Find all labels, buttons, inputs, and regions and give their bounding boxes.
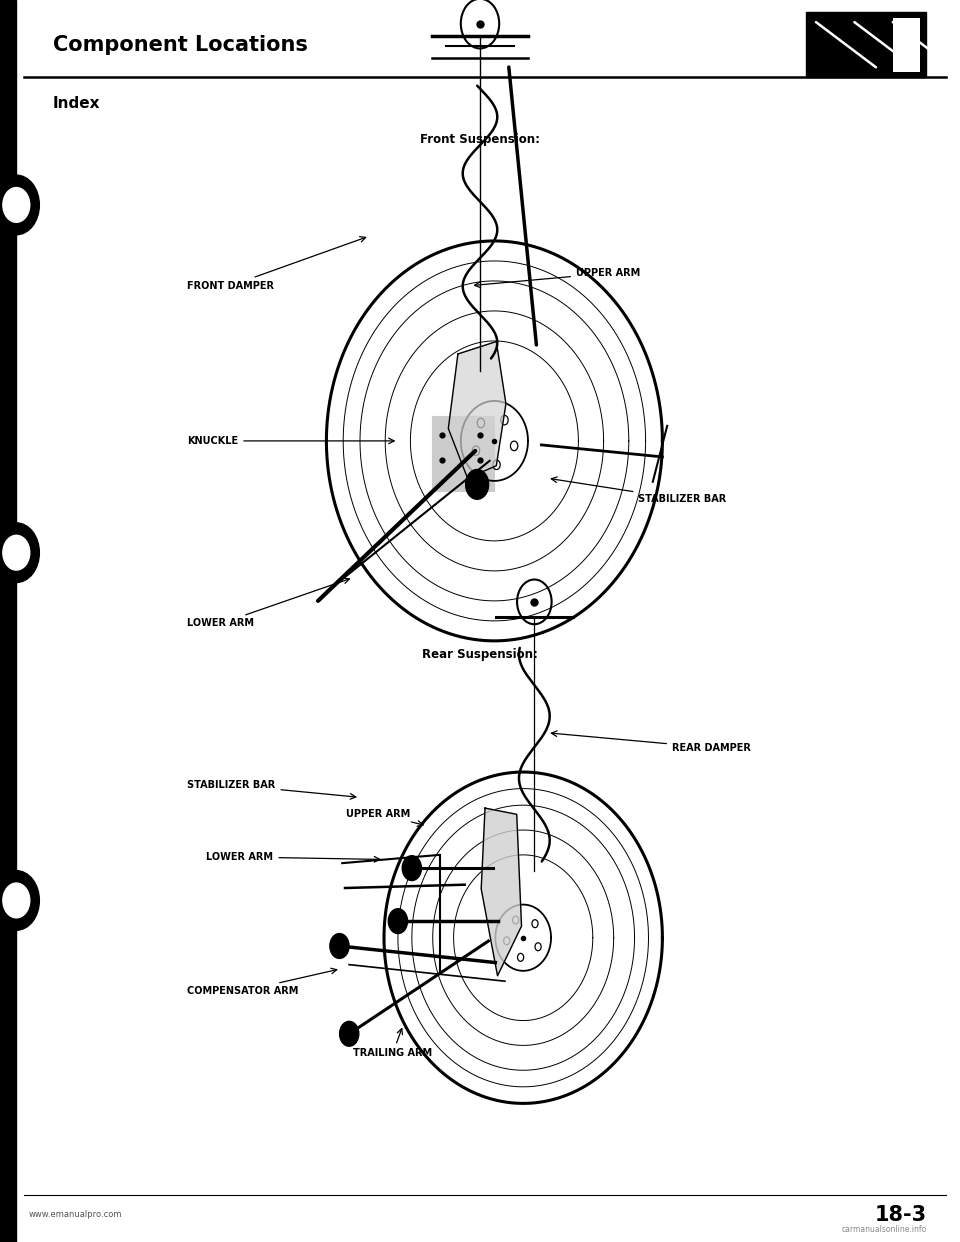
Text: UPPER ARM: UPPER ARM bbox=[474, 268, 640, 288]
Text: carmanualsonline.info: carmanualsonline.info bbox=[841, 1225, 926, 1235]
Circle shape bbox=[330, 934, 349, 959]
Text: Component Locations: Component Locations bbox=[53, 35, 307, 55]
Text: TRAILING ARM: TRAILING ARM bbox=[353, 1028, 432, 1058]
Circle shape bbox=[466, 469, 489, 499]
Text: KNUCKLE: KNUCKLE bbox=[187, 436, 395, 446]
Text: Rear Suspension:: Rear Suspension: bbox=[422, 648, 538, 661]
Circle shape bbox=[0, 871, 39, 930]
Polygon shape bbox=[448, 342, 506, 478]
Circle shape bbox=[0, 175, 39, 235]
Circle shape bbox=[388, 909, 408, 934]
Text: STABILIZER BAR: STABILIZER BAR bbox=[551, 477, 727, 504]
Bar bbox=[893, 17, 921, 72]
Bar bbox=[806, 12, 926, 77]
Text: STABILIZER BAR: STABILIZER BAR bbox=[187, 780, 356, 799]
Circle shape bbox=[3, 535, 30, 570]
Text: LOWER ARM: LOWER ARM bbox=[187, 578, 349, 628]
Text: COMPENSATOR ARM: COMPENSATOR ARM bbox=[187, 969, 337, 996]
Circle shape bbox=[3, 188, 30, 222]
Text: REAR DAMPER: REAR DAMPER bbox=[551, 730, 751, 753]
Bar bbox=[432, 416, 494, 491]
Text: UPPER ARM: UPPER ARM bbox=[346, 809, 423, 826]
Text: Index: Index bbox=[53, 96, 100, 111]
Polygon shape bbox=[481, 809, 521, 976]
Bar bbox=[0, 0, 16, 1242]
Circle shape bbox=[0, 523, 39, 582]
Text: 18-3: 18-3 bbox=[875, 1205, 926, 1225]
Text: www.emanualpro.com: www.emanualpro.com bbox=[29, 1210, 122, 1220]
Circle shape bbox=[340, 1021, 359, 1046]
Text: FRONT DAMPER: FRONT DAMPER bbox=[187, 237, 366, 291]
Circle shape bbox=[3, 883, 30, 918]
Circle shape bbox=[402, 856, 421, 881]
Text: LOWER ARM: LOWER ARM bbox=[206, 852, 380, 862]
Text: Front Suspension:: Front Suspension: bbox=[420, 133, 540, 145]
